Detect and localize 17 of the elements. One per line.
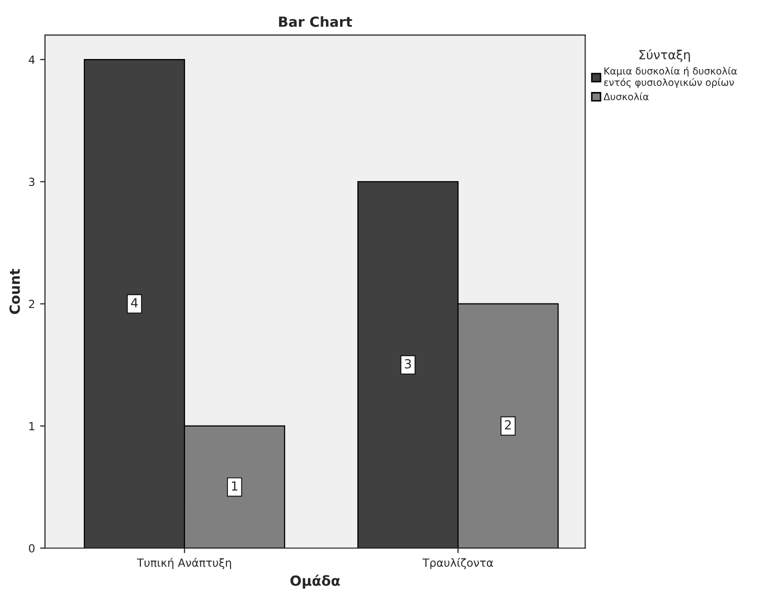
- y-tick-label: 0: [28, 544, 35, 553]
- x-axis-title: Ομάδα: [290, 574, 340, 589]
- data-label: 1: [232, 481, 238, 491]
- legend-label: Δυσκολία: [604, 92, 649, 100]
- data-label: 4: [131, 298, 138, 308]
- legend-title: Σύνταξη: [639, 49, 690, 62]
- y-tick-label: 3: [29, 178, 34, 186]
- x-tick-label: Τραυλίζοντα: [422, 558, 493, 570]
- y-tick-label: 1: [29, 422, 34, 430]
- data-label: 3: [404, 359, 411, 369]
- chart-title: Bar Chart: [279, 16, 352, 27]
- y-axis-title: Count: [9, 268, 20, 314]
- y-tick-label: 4: [28, 56, 35, 64]
- data-label: 2: [505, 420, 511, 430]
- y-tick-label: 2: [29, 300, 34, 308]
- x-tick-label: Τυπική Ανάπτυξη: [136, 558, 232, 570]
- legend-label: Καμια δυσκολία ή δυσκολία εντός φυσιολογικών ορίων: [604, 66, 737, 88]
